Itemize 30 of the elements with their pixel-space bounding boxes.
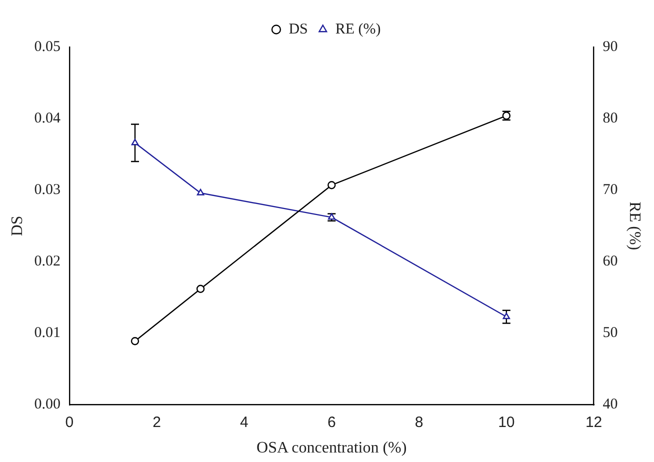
- y2-tick-label: 60: [602, 254, 618, 270]
- x-tick-label: 6: [327, 414, 336, 431]
- point: [328, 181, 336, 190]
- y-tick-label: 0.05: [34, 38, 60, 55]
- y-tick-label: 0.03: [34, 182, 60, 198]
- x-tick-label: 8: [414, 414, 424, 431]
- y2-tick-label: 90: [602, 38, 618, 55]
- point: [502, 312, 510, 320]
- legend-label: DS: [288, 21, 308, 38]
- legend-label: RE (%): [335, 21, 381, 38]
- y2-tick-label: 70: [602, 182, 618, 198]
- y2-tick-label: 40: [602, 396, 618, 413]
- x-tick-label: 2: [152, 414, 162, 431]
- x-tick-label: 0: [65, 414, 74, 431]
- x-tick-label: 4: [240, 414, 248, 431]
- y-tick-label: 0.00: [34, 396, 60, 413]
- x-tick-label: 12: [585, 414, 602, 431]
- y2-tick-label: 80: [602, 110, 618, 126]
- x-axis-title: OSA concentration (%): [256, 440, 407, 457]
- point: [196, 284, 205, 293]
- y2-tick-label: 50: [602, 325, 618, 342]
- point: [131, 138, 139, 146]
- y2-axis-title: RE (%): [626, 202, 644, 250]
- x-tick-label: 10: [498, 414, 515, 431]
- point: [196, 188, 204, 196]
- point: [130, 337, 140, 346]
- y-tick-label: 0.01: [34, 325, 60, 342]
- y-axis-title: DS: [8, 216, 26, 236]
- y-tick-label: 0.04: [34, 110, 61, 126]
- y-tick-label: 0.02: [34, 254, 60, 270]
